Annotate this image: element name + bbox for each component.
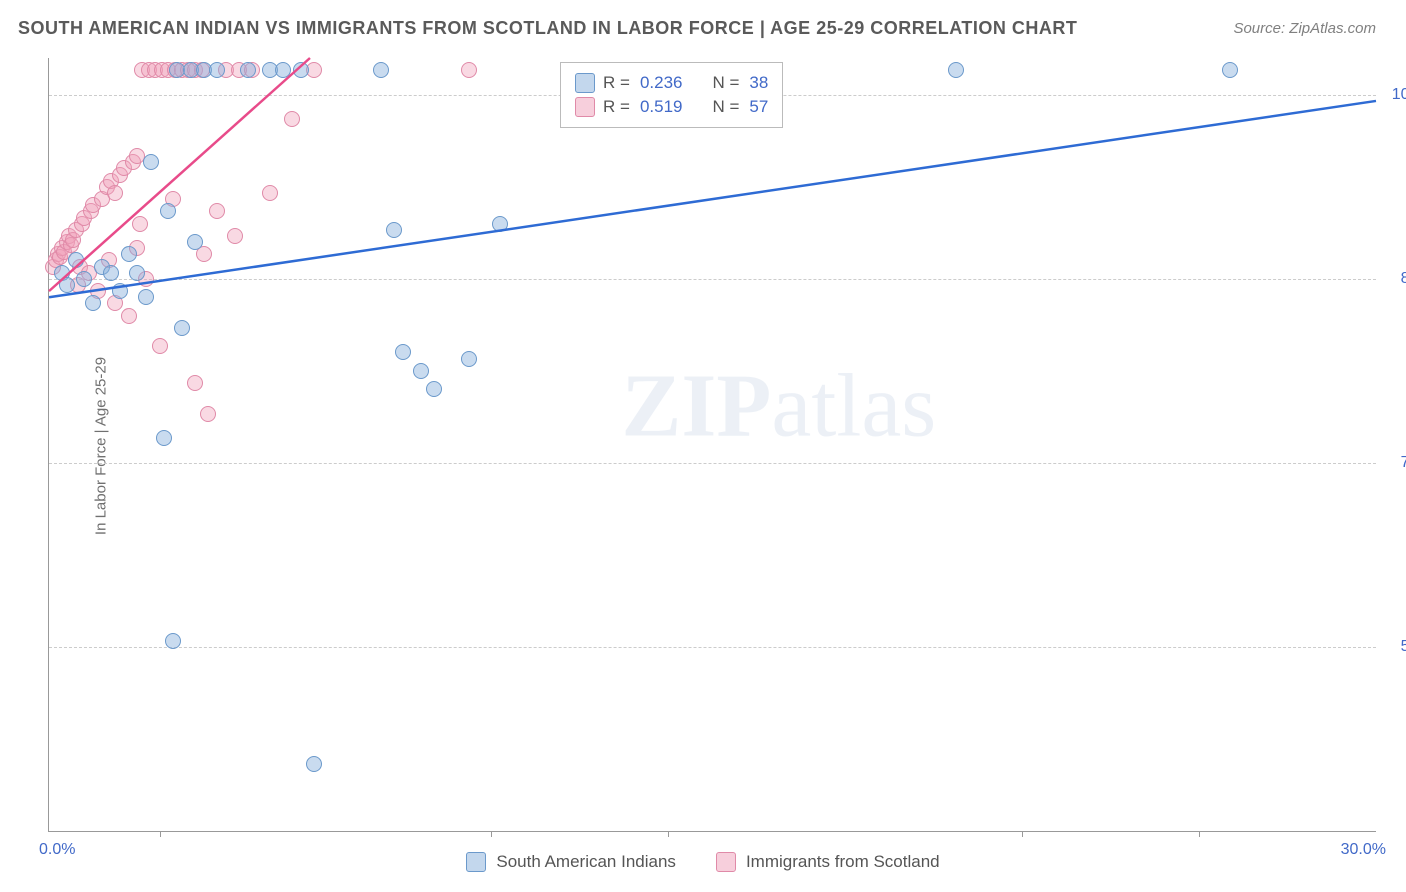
plot-svg [49, 58, 1376, 831]
trendline-blue [49, 101, 1376, 297]
swatch-pink [575, 97, 595, 117]
y-tick-label: 55.0% [1401, 638, 1406, 656]
x-tick [668, 831, 669, 837]
source-label: Source: ZipAtlas.com [1233, 20, 1376, 37]
x-tick [491, 831, 492, 837]
swatch-blue-icon [466, 852, 486, 872]
legend-row-pink: R = 0.519 N = 57 [575, 95, 768, 119]
trendline-pink [49, 58, 310, 291]
legend-row-blue: R = 0.236 N = 38 [575, 71, 768, 95]
legend-item-pink: Immigrants from Scotland [716, 852, 940, 872]
chart-plot-area: ZIPatlas 0.0% 30.0% 55.0%70.0%85.0%100.0… [48, 58, 1376, 832]
x-tick [1199, 831, 1200, 837]
chart-title: SOUTH AMERICAN INDIAN VS IMMIGRANTS FROM… [18, 18, 1077, 39]
x-tick [160, 831, 161, 837]
x-tick [1022, 831, 1023, 837]
legend-item-blue: South American Indians [466, 852, 676, 872]
swatch-blue [575, 73, 595, 93]
series-legend: South American Indians Immigrants from S… [0, 852, 1406, 872]
y-tick-label: 100.0% [1392, 86, 1406, 104]
correlation-legend: R = 0.236 N = 38 R = 0.519 N = 57 [560, 62, 783, 128]
y-tick-label: 85.0% [1401, 270, 1406, 288]
y-tick-label: 70.0% [1401, 454, 1406, 472]
swatch-pink-icon [716, 852, 736, 872]
